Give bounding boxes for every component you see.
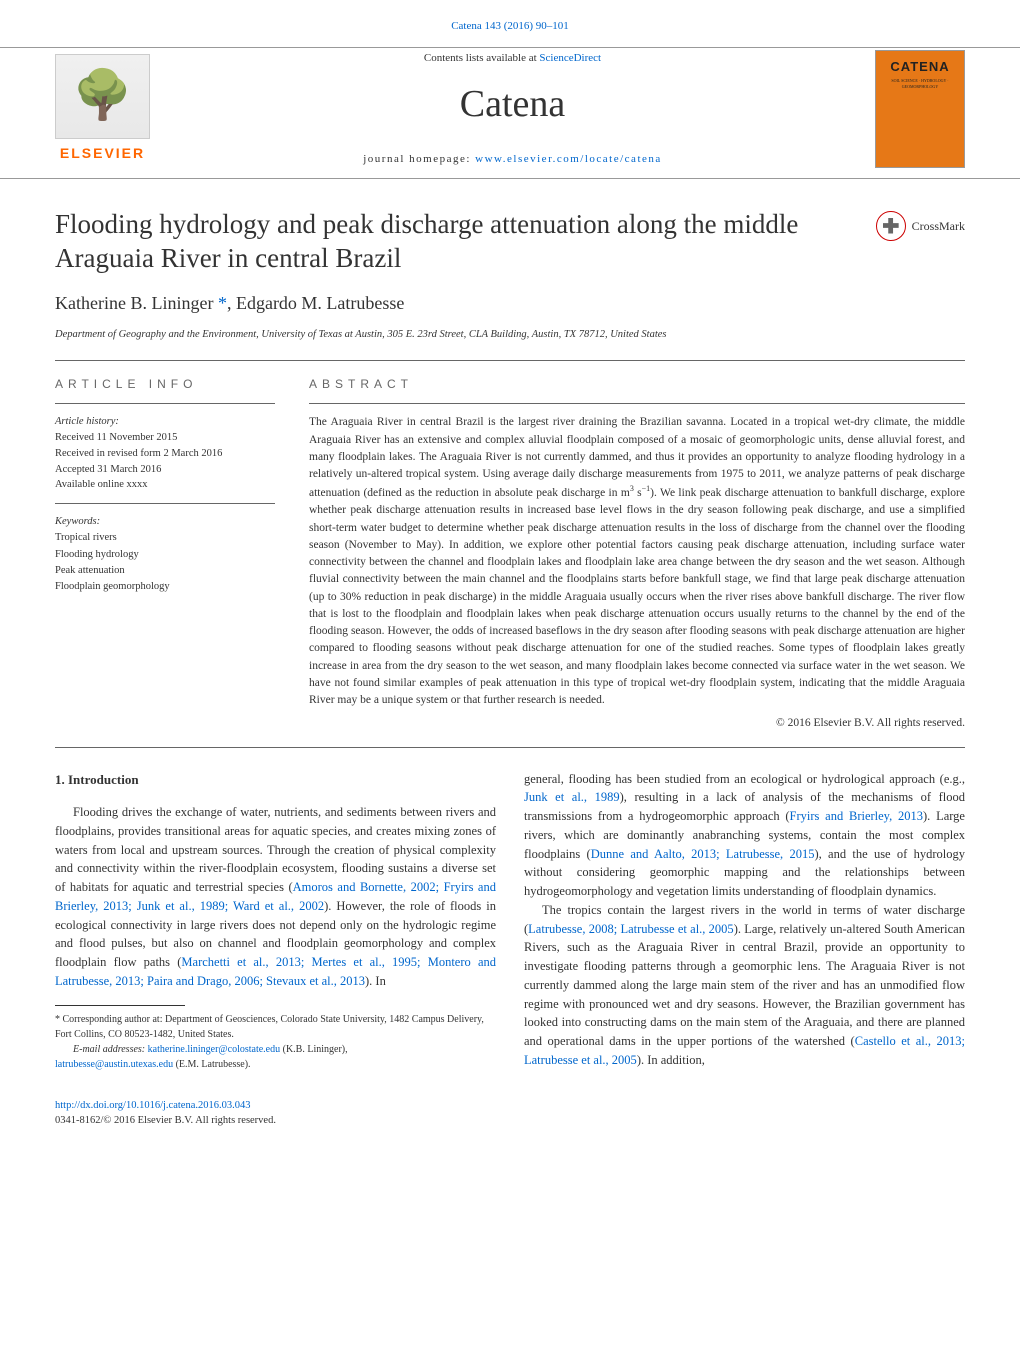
- intro-paragraph-1: Flooding drives the exchange of water, n…: [55, 803, 496, 991]
- sciencedirect-link[interactable]: ScienceDirect: [539, 52, 601, 64]
- keyword: Tropical rivers: [55, 530, 275, 546]
- elsevier-logo[interactable]: ELSEVIER: [55, 54, 150, 164]
- footnote-rule: [55, 1005, 185, 1006]
- article-info: ARTICLE INFO Article history: Received 1…: [55, 361, 275, 732]
- title-row: Flooding hydrology and peak discharge at…: [0, 179, 1020, 276]
- footer-block: http://dx.doi.org/10.1016/j.catena.2016.…: [0, 1072, 1020, 1130]
- keyword: Floodplain geomorphology: [55, 579, 275, 595]
- authors: Katherine B. Lininger *, Edgardo M. Latr…: [0, 276, 1020, 317]
- article-history: Article history: Received 11 November 20…: [55, 404, 275, 504]
- crossmark-label: CrossMark: [912, 217, 965, 235]
- column-left: 1. Introduction Flooding drives the exch…: [55, 770, 496, 1072]
- header-citation: Catena 143 (2016) 90–101: [0, 0, 1020, 47]
- info-abstract-row: ARTICLE INFO Article history: Received 1…: [0, 361, 1020, 732]
- elsevier-brand: ELSEVIER: [55, 143, 150, 164]
- email-latrubesse[interactable]: latrubesse@austin.utexas.edu: [55, 1059, 173, 1070]
- ref-junk[interactable]: Junk et al., 1989: [524, 790, 620, 804]
- journal-cover-thumbnail[interactable]: CATENA SOIL SCIENCE · HYDROLOGY · GEOMOR…: [875, 50, 965, 168]
- crossmark-icon: [876, 211, 906, 241]
- contents-prefix: Contents lists available at: [424, 52, 539, 64]
- abstract-text: The Araguaia River in central Brazil is …: [309, 414, 965, 709]
- fn-asterisk: *: [55, 1014, 63, 1025]
- affiliation: Department of Geography and the Environm…: [0, 317, 1020, 343]
- journal-title: Catena: [150, 76, 875, 133]
- footnote-emails: E-mail addresses: katherine.lininger@col…: [55, 1042, 496, 1057]
- fn-name1: (K.B. Lininger),: [280, 1044, 348, 1055]
- history-online: Available online xxxx: [55, 477, 275, 493]
- abs-sup2: −1: [642, 484, 651, 493]
- cover-subtitle: SOIL SCIENCE · HYDROLOGY · GEOMORPHOLOGY: [876, 78, 964, 90]
- abstract-column: ABSTRACT The Araguaia River in central B…: [309, 361, 965, 732]
- p1c: ). In: [365, 974, 386, 988]
- doi-link[interactable]: http://dx.doi.org/10.1016/j.catena.2016.…: [55, 1100, 251, 1111]
- homepage-link[interactable]: www.elsevier.com/locate/catena: [475, 153, 662, 165]
- masthead: ELSEVIER Contents lists available at Sci…: [0, 47, 1020, 179]
- abs-part2: ). We link peak discharge attenuation to…: [309, 487, 965, 706]
- author-2: Edgardo M. Latrubesse: [236, 293, 404, 313]
- body-columns: 1. Introduction Flooding drives the exch…: [0, 748, 1020, 1072]
- footnote-email2: latrubesse@austin.utexas.edu (E.M. Latru…: [55, 1057, 496, 1072]
- keyword: Peak attenuation: [55, 563, 275, 579]
- history-received: Received 11 November 2015: [55, 430, 275, 446]
- keywords-block: Keywords: Tropical rivers Flooding hydro…: [55, 504, 275, 595]
- history-title: Article history:: [55, 414, 275, 430]
- homepage-prefix: journal homepage:: [363, 153, 475, 165]
- cover-title: CATENA: [890, 57, 949, 77]
- copyright-line: © 2016 Elsevier B.V. All rights reserved…: [309, 715, 965, 732]
- keyword: Flooding hydrology: [55, 547, 275, 563]
- homepage-line: journal homepage: www.elsevier.com/locat…: [150, 151, 875, 168]
- intro-heading: 1. Introduction: [55, 770, 496, 790]
- abstract-label: ABSTRACT: [309, 361, 965, 403]
- keywords-title: Keywords:: [55, 514, 275, 530]
- fn-name2: (E.M. Latrubesse).: [173, 1059, 250, 1070]
- intro-paragraph-1-cont: general, flooding has been studied from …: [524, 770, 965, 901]
- history-revised: Received in revised form 2 March 2016: [55, 446, 275, 462]
- masthead-center: Contents lists available at ScienceDirec…: [150, 50, 875, 168]
- p3b: ). Large, relatively un-altered South Am…: [524, 922, 965, 1049]
- article-info-label: ARTICLE INFO: [55, 361, 275, 403]
- elsevier-tree-icon: [55, 54, 150, 139]
- abs-mid: s: [634, 487, 642, 499]
- fn-corr-text: Corresponding author at: Department of G…: [55, 1014, 484, 1040]
- ref-dunne[interactable]: Dunne and Aalto, 2013; Latrubesse, 2015: [591, 847, 815, 861]
- intro-paragraph-2: The tropics contain the largest rivers i…: [524, 901, 965, 1070]
- p3c: ). In addition,: [637, 1053, 705, 1067]
- ref-latrubesse-2008[interactable]: Latrubesse, 2008; Latrubesse et al., 200…: [528, 922, 734, 936]
- footnotes: * Corresponding author at: Department of…: [55, 1012, 496, 1072]
- email-lininger[interactable]: katherine.lininger@colostate.edu: [148, 1044, 281, 1055]
- column-right: general, flooding has been studied from …: [524, 770, 965, 1072]
- author-sep: ,: [227, 293, 236, 313]
- corresponding-asterisk[interactable]: *: [218, 293, 227, 313]
- abstract-rule: [309, 403, 965, 414]
- fn-email-label: E-mail addresses:: [73, 1044, 148, 1055]
- contents-line: Contents lists available at ScienceDirec…: [150, 50, 875, 67]
- p2a: general, flooding has been studied from …: [524, 772, 965, 786]
- footnote-corresponding: * Corresponding author at: Department of…: [55, 1012, 496, 1042]
- article-title: Flooding hydrology and peak discharge at…: [55, 207, 856, 276]
- issn-line: 0341-8162/© 2016 Elsevier B.V. All right…: [55, 1113, 965, 1129]
- history-accepted: Accepted 31 March 2016: [55, 462, 275, 478]
- crossmark-badge[interactable]: CrossMark: [876, 211, 965, 241]
- author-1: Katherine B. Lininger: [55, 293, 218, 313]
- ref-fryirs[interactable]: Fryirs and Brierley, 2013: [790, 809, 923, 823]
